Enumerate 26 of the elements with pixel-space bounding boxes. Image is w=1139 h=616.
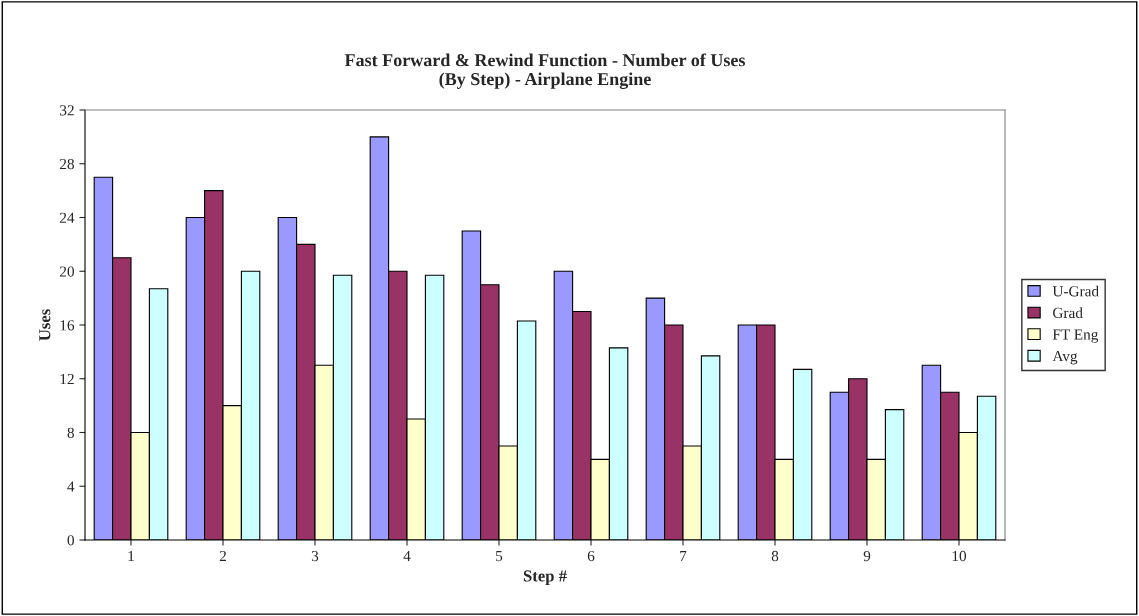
- y-tick-label: 4: [67, 481, 75, 492]
- x-tick-label: 3: [311, 550, 319, 562]
- y-tick-label: 16: [60, 320, 75, 331]
- x-tick-label: 4: [403, 550, 411, 562]
- y-tick-label: 32: [60, 105, 74, 116]
- x-tick-label: 7: [680, 551, 687, 562]
- x-tick-label: 1: [128, 550, 134, 562]
- x-tick-label: 2: [219, 550, 226, 562]
- y-tick-label: 20: [59, 266, 74, 277]
- chart-title: Fast Forward & Rewind Function - Number of Uses (By Step) - Airplane Engine: [344, 53, 746, 89]
- y-tick-label: 8: [67, 427, 74, 438]
- y-tick-label: 12: [60, 373, 74, 385]
- legend-label: Avg: [1052, 351, 1078, 365]
- x-tick-label: 8: [771, 550, 779, 562]
- y-tick-label: 0: [67, 535, 74, 546]
- x-tick-label: 6: [587, 550, 595, 562]
- y-tick-label: 24: [59, 212, 75, 223]
- x-axis-title: Step #: [523, 570, 567, 585]
- y-axis-title: Uses: [39, 309, 51, 341]
- x-tick-label: 10: [952, 550, 967, 562]
- legend-label: U-Grad: [1052, 285, 1099, 297]
- legend-label: FT Eng: [1052, 329, 1099, 343]
- x-tick-label: 9: [863, 550, 871, 562]
- x-tick-label: 5: [496, 551, 503, 562]
- legend-label: Grad: [1053, 307, 1083, 319]
- y-tick-label: 28: [59, 158, 74, 170]
